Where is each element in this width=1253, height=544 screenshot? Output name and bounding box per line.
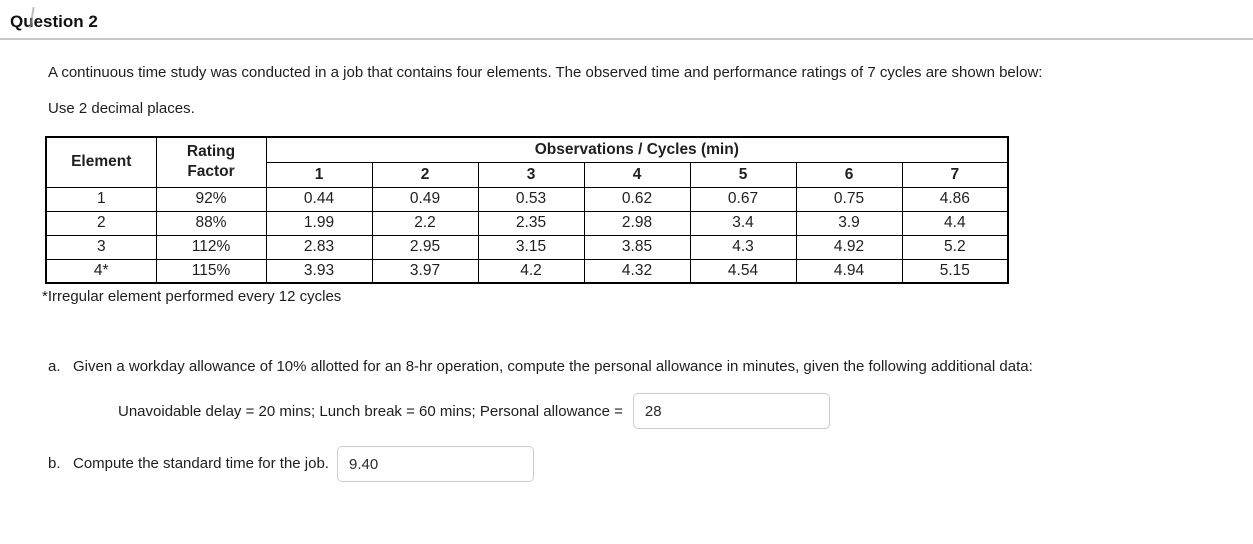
rating-cell: 115% (155, 258, 267, 284)
obs-cell: 2.83 (265, 234, 373, 260)
cycle-header-7: 7 (901, 161, 1009, 188)
part-b-answer-input[interactable] (336, 446, 534, 482)
intro-text: A continuous time study was conducted in… (48, 64, 1043, 81)
part-a-detail-text: Unavoidable delay = 20 mins; Lunch break… (118, 402, 623, 420)
col-header-element: Element (45, 136, 157, 188)
observations-table: Element Rating Factor Observations / Cyc… (45, 136, 1010, 284)
obs-cell: 3.15 (477, 234, 585, 260)
cycle-header-5: 5 (689, 161, 797, 188)
obs-cell: 4.2 (477, 258, 585, 284)
obs-cell: 0.62 (583, 186, 691, 212)
rating-cell: 112% (155, 234, 267, 260)
cycle-header-6: 6 (795, 161, 903, 188)
cycle-header-4: 4 (583, 161, 691, 188)
table-row-element-4: 4* 115% 3.93 3.97 4.2 4.32 4.54 4.94 5.1… (45, 258, 1009, 284)
table-footnote: *Irregular element performed every 12 cy… (42, 288, 342, 305)
obs-cell: 2.95 (371, 234, 479, 260)
obs-cell: 3.97 (371, 258, 479, 284)
obs-cell: 0.67 (689, 186, 797, 212)
cycle-header-1: 1 (265, 161, 373, 188)
obs-cell: 0.49 (371, 186, 479, 212)
question-title: Question 2 (10, 12, 98, 31)
obs-cell: 3.9 (795, 210, 903, 236)
part-a-label: a. (48, 358, 61, 375)
table-row-element-2: 2 88% 1.99 2.2 2.35 2.98 3.4 3.9 4.4 (45, 210, 1009, 236)
col-header-rating-factor: Rating Factor (155, 136, 267, 188)
obs-cell: 4.54 (689, 258, 797, 284)
table-row-element-1: 1 92% 0.44 0.49 0.53 0.62 0.67 0.75 4.86 (45, 186, 1009, 212)
element-cell: 3 (45, 234, 157, 260)
table-header-row-2: 1 2 3 4 5 6 7 (46, 161, 1009, 188)
obs-cell: 4.3 (689, 234, 797, 260)
obs-cell: 5.15 (901, 258, 1009, 284)
obs-cell: 5.2 (901, 234, 1009, 260)
question-header: Question 2 (0, 0, 1253, 40)
table-row-element-3: 3 112% 2.83 2.95 3.15 3.85 4.3 4.92 5.2 (45, 234, 1009, 260)
cycle-header-2: 2 (371, 161, 479, 188)
obs-cell: 2.35 (477, 210, 585, 236)
part-a-answer-input[interactable] (632, 393, 830, 429)
obs-cell: 0.44 (265, 186, 373, 212)
question-body: A continuous time study was conducted in… (0, 65, 1253, 482)
part-a-answer-row: Unavoidable delay = 20 mins; Lunch break… (118, 393, 1253, 429)
part-b-answer-row: b. Compute the standard time for the job… (48, 446, 1253, 482)
decimal-instruction-text: Use 2 decimal places. (48, 100, 195, 117)
element-cell: 4* (45, 258, 157, 284)
part-a-prompt-row: a. Given a workday allowance of 10% allo… (48, 359, 1253, 375)
part-b-prompt: Compute the standard time for the job. (73, 455, 329, 472)
obs-cell: 4.94 (795, 258, 903, 284)
obs-cell: 0.53 (477, 186, 585, 212)
part-a-prompt: Given a workday allowance of 10% allotte… (73, 358, 1033, 375)
table-header-row-1: Element Rating Factor Observations / Cyc… (45, 136, 1009, 188)
obs-cell: 4.92 (795, 234, 903, 260)
cycle-header-3: 3 (477, 161, 585, 188)
element-cell: 2 (45, 210, 157, 236)
obs-cell: 3.85 (583, 234, 691, 260)
obs-cell: 4.32 (583, 258, 691, 284)
rating-cell: 88% (155, 210, 267, 236)
obs-cell: 2.2 (371, 210, 479, 236)
obs-cell: 0.75 (795, 186, 903, 212)
col-header-observations: Observations / Cycles (min) (265, 136, 1009, 163)
part-b-label: b. (48, 455, 61, 472)
obs-cell: 4.4 (901, 210, 1009, 236)
obs-cell: 3.4 (689, 210, 797, 236)
obs-cell: 3.93 (265, 258, 373, 284)
obs-cell: 4.86 (901, 186, 1009, 212)
obs-cell: 2.98 (583, 210, 691, 236)
obs-cell: 1.99 (265, 210, 373, 236)
rating-cell: 92% (155, 186, 267, 212)
element-cell: 1 (45, 186, 157, 212)
